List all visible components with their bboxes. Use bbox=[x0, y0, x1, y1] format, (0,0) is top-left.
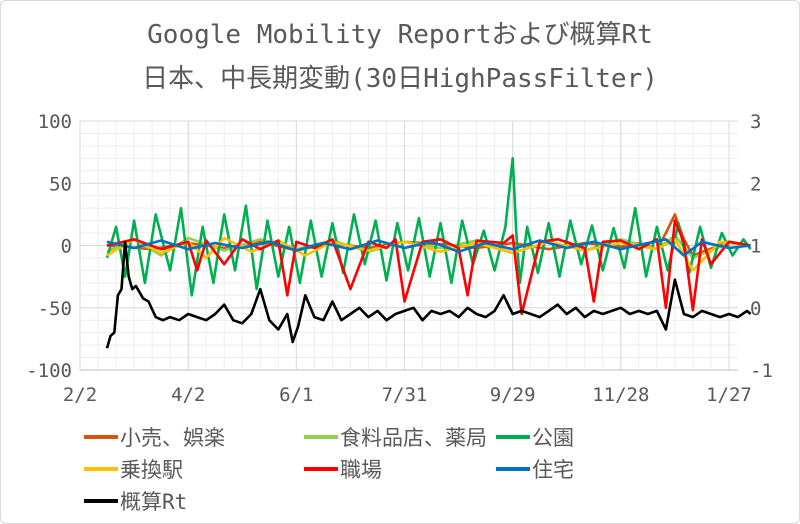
x-tick-label: 2/2 bbox=[63, 384, 97, 406]
series-line bbox=[106, 236, 751, 272]
legend-swatch bbox=[496, 467, 530, 471]
y-tick-label-left: 50 bbox=[49, 173, 72, 195]
x-tick-label: 4/2 bbox=[171, 384, 205, 406]
y-tick-label-right: 0 bbox=[750, 298, 761, 320]
y-tick-label-right: -1 bbox=[750, 360, 773, 382]
x-tick-label: 7/31 bbox=[382, 384, 428, 406]
legend-item: 概算Rt bbox=[84, 487, 187, 515]
y-tick-label-right: 3 bbox=[750, 111, 761, 133]
y-tick-label-left: 0 bbox=[61, 236, 72, 258]
x-tick-label: 1/27 bbox=[706, 384, 752, 406]
series-line bbox=[105, 157, 752, 297]
legend-label: 乗換駅 bbox=[120, 458, 183, 482]
y-tick-label-right: 2 bbox=[750, 173, 761, 195]
legend-label: 小売、娯楽 bbox=[120, 426, 225, 450]
y-tick-label-right: 1 bbox=[750, 236, 761, 258]
legend-item: 職場 bbox=[304, 455, 382, 483]
y-tick-label-left: -100 bbox=[26, 360, 72, 382]
series-line bbox=[106, 219, 751, 316]
legend-item: 小売、娯楽 bbox=[84, 423, 225, 451]
legend-swatch bbox=[496, 435, 530, 439]
y-tick-label-left: 100 bbox=[38, 111, 72, 133]
legend-item: 乗換駅 bbox=[84, 455, 183, 483]
x-tick-label: 9/29 bbox=[490, 384, 536, 406]
y-tick-label-left: -50 bbox=[38, 298, 72, 320]
legend-item: 食料品店、薬局 bbox=[304, 423, 487, 451]
legend-swatch bbox=[304, 435, 338, 439]
legend-label: 公園 bbox=[532, 426, 574, 450]
legend-label: 概算Rt bbox=[120, 490, 188, 514]
series-line bbox=[106, 238, 751, 257]
chart-title-line2: 日本、中長期変動(30日HighPassFilter) bbox=[142, 64, 658, 94]
legend-label: 食料品店、薬局 bbox=[340, 426, 487, 450]
legend-item: 住宅 bbox=[496, 455, 574, 483]
legend-item: 公園 bbox=[496, 423, 574, 451]
legend-swatch bbox=[84, 499, 118, 503]
legend-swatch bbox=[84, 467, 118, 471]
legend-swatch bbox=[304, 467, 338, 471]
legend-label: 住宅 bbox=[532, 458, 574, 482]
x-tick-label: 6/1 bbox=[279, 384, 313, 406]
series-line bbox=[105, 241, 752, 349]
legend-label: 職場 bbox=[340, 458, 382, 482]
x-tick-label: 11/28 bbox=[592, 384, 649, 406]
chart-title-line1: Google Mobility Reportおよび概算Rt bbox=[147, 20, 653, 50]
legend-swatch bbox=[84, 435, 118, 439]
